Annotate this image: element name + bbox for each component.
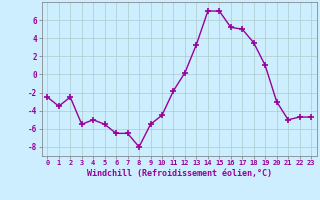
X-axis label: Windchill (Refroidissement éolien,°C): Windchill (Refroidissement éolien,°C) — [87, 169, 272, 178]
